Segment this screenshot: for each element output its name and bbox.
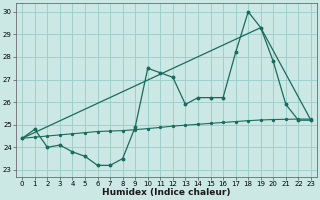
X-axis label: Humidex (Indice chaleur): Humidex (Indice chaleur) — [102, 188, 231, 197]
